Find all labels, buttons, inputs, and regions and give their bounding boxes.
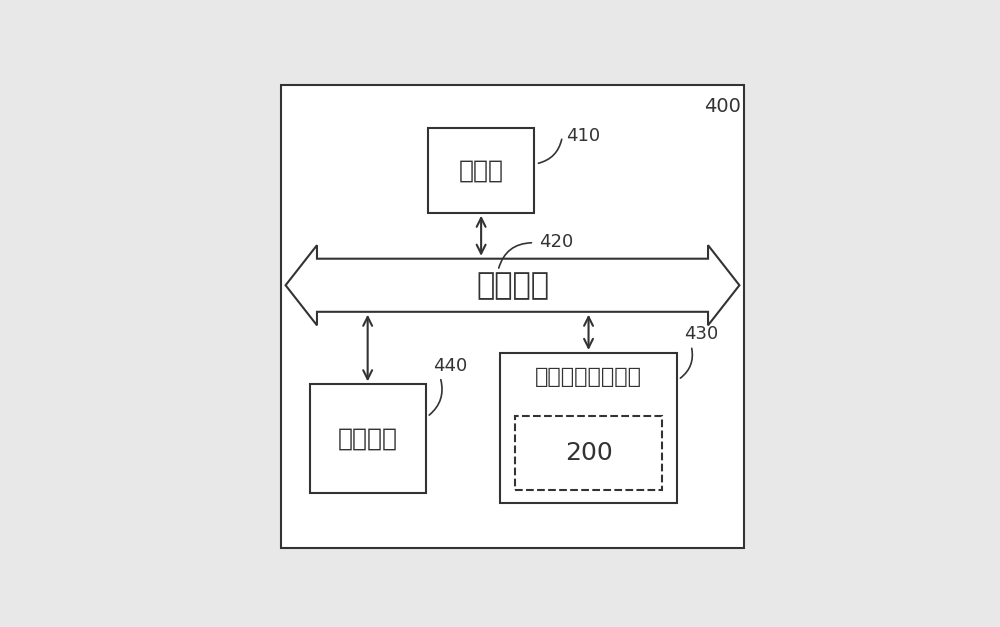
Bar [428, 129, 534, 213]
Text: 处理器: 处理器 [459, 159, 504, 182]
Bar [515, 416, 662, 490]
Text: 400: 400 [704, 97, 741, 116]
Text: 430: 430 [684, 325, 718, 343]
Text: 420: 420 [539, 233, 573, 251]
Bar [310, 384, 426, 493]
Text: 440: 440 [433, 357, 467, 374]
Polygon shape [286, 245, 739, 325]
Bar [500, 353, 677, 502]
Text: 410: 410 [566, 127, 600, 145]
Text: 200: 200 [565, 441, 612, 465]
Text: 内部总线: 内部总线 [476, 271, 549, 300]
Text: 机器可读存储介质: 机器可读存储介质 [535, 367, 642, 387]
Text: 网络接口: 网络接口 [338, 426, 398, 451]
